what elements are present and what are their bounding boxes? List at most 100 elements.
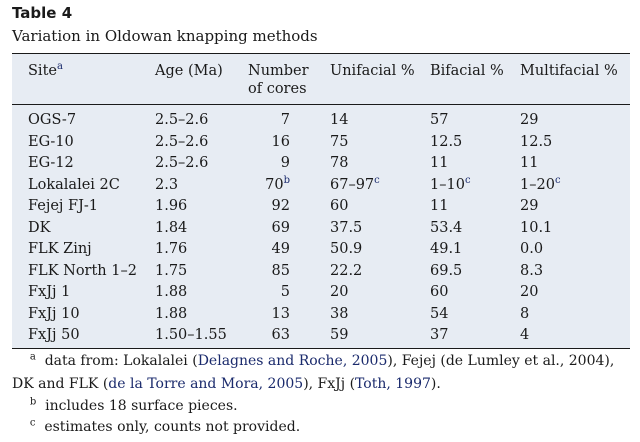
table-caption: Variation in Oldowan knapping methods (12, 27, 318, 45)
cell-age: 1.76 (155, 240, 187, 258)
cell-cores-value: 85 (271, 262, 290, 279)
cell-age: 2.3 (155, 176, 178, 194)
cell-bi-value: 37 (430, 327, 449, 343)
cell-multi-value: 8 (520, 305, 530, 322)
cell-multi: 8.3 (520, 262, 543, 280)
ref-link-delagnes[interactable]: Delagnes and Roche, 2005 (197, 353, 388, 369)
cell-uni: 37.5 (330, 219, 362, 237)
header-bifacial: Bifacial % (430, 63, 504, 79)
cell-bi-value: 1–10 (430, 176, 465, 193)
cell-uni-value: 50.9 (330, 241, 363, 257)
footnote-mark-c[interactable]: c (554, 174, 561, 186)
cell-site-value: DK (28, 219, 51, 236)
cell-site: FxJj 10 (28, 305, 80, 323)
cell-uni-value: 38 (330, 305, 349, 322)
cell-cores-value: 13 (271, 305, 290, 322)
cell-cores: 85 (248, 262, 290, 280)
cell-age-value: 1.84 (155, 219, 188, 236)
footnote-a-text5: ). (430, 376, 441, 392)
cell-uni-value: 14 (330, 112, 349, 128)
cell-multi-value: 8.3 (520, 262, 544, 279)
cell-age: 2.5–2.6 (155, 111, 208, 129)
footnote-a-text3: DK and FLK ( (12, 376, 109, 392)
cell-cores-value: 63 (271, 327, 290, 343)
footnote-a-line2: DK and FLK (de la Torre and Mora, 2005),… (12, 375, 441, 393)
cell-bi-value: 11 (430, 198, 449, 214)
cell-bi-value: 57 (430, 112, 449, 128)
footnote-mark-a[interactable]: a (56, 61, 63, 73)
cell-age: 1.75 (155, 262, 187, 280)
cell-age: 1.96 (155, 197, 187, 215)
cell-multi-value: 0.0 (520, 241, 544, 257)
cell-cores: 70b (248, 174, 290, 194)
cell-cores: 13 (248, 305, 290, 323)
cell-multi: 29 (520, 197, 538, 215)
table-label: Table 4 (12, 4, 73, 22)
cell-age-value: 1.76 (155, 241, 188, 257)
cell-cores: 7 (248, 111, 290, 129)
cell-multi: 8 (520, 305, 529, 323)
cell-cores-value: 9 (280, 155, 290, 171)
cell-bi-value: 54 (430, 305, 449, 322)
cell-uni-value: 22.2 (330, 262, 363, 279)
cell-uni: 67–97c (330, 174, 380, 194)
header-site: Sitea (28, 61, 63, 79)
cell-bi: 1–10c (430, 174, 471, 194)
cell-bi-value: 12.5 (430, 133, 463, 150)
cell-uni: 38 (330, 305, 348, 323)
cell-age: 2.5–2.6 (155, 154, 208, 172)
footnote-mark-c[interactable]: c (374, 174, 380, 186)
cell-age-value: 2.5–2.6 (155, 133, 209, 150)
cell-site: DK (28, 219, 50, 237)
cell-cores: 16 (248, 133, 290, 151)
cell-bi-value: 69.5 (430, 262, 463, 279)
cell-age: 2.5–2.6 (155, 133, 208, 151)
footnote-a-text1: data from: Lokalalei ( (44, 353, 198, 369)
cell-age: 1.50–1.55 (155, 326, 227, 344)
ref-link-toth[interactable]: Toth, 1997 (355, 376, 431, 392)
footnote-mark-b[interactable]: b (283, 174, 290, 186)
footnote-mark-c[interactable]: c (464, 174, 471, 186)
cell-age-value: 1.88 (155, 305, 188, 322)
cell-uni-value: 37.5 (330, 219, 363, 236)
footnote-a-line1: a data from: Lokalalei (Delagnes and Roc… (12, 352, 615, 370)
cell-cores-value: 49 (271, 241, 290, 257)
footnote-b-marker: b (29, 396, 37, 408)
footnote-a-text4: ), FxJj ( (303, 376, 356, 392)
footnote-a-text2: ), Fejej (de Lumley et al., 2004), (387, 353, 615, 369)
cell-site: FLK North 1–2 (28, 262, 137, 280)
cell-uni: 22.2 (330, 262, 362, 280)
cell-cores: 92 (248, 197, 290, 215)
cell-uni-value: 20 (330, 284, 349, 300)
cell-multi-value: 29 (520, 112, 539, 128)
cell-uni: 60 (330, 197, 348, 215)
cell-site-value: EG-10 (28, 133, 74, 150)
cell-site-value: Fejej FJ-1 (28, 198, 99, 214)
header-multifacial: Multifacial % (520, 63, 618, 79)
footnote-c-marker: c (29, 417, 36, 429)
cell-site-value: FLK Zinj (28, 241, 92, 257)
cell-site-value: FxJj 1 (28, 284, 71, 300)
cell-site: FxJj 50 (28, 326, 80, 344)
cell-bi: 60 (430, 283, 448, 301)
cell-cores: 69 (248, 219, 290, 237)
cell-multi-value: 4 (520, 327, 530, 343)
cell-uni-value: 78 (330, 155, 349, 171)
cell-bi: 49.1 (430, 240, 462, 258)
cell-site-value: FxJj 10 (28, 305, 80, 322)
ref-link-delatorre[interactable]: de la Torre and Mora, 2005 (108, 376, 304, 392)
cell-multi: 29 (520, 111, 538, 129)
cell-multi: 20 (520, 283, 538, 301)
cell-site-value: OGS-7 (28, 112, 77, 128)
cell-bi: 57 (430, 111, 448, 129)
cell-site-value: FxJj 50 (28, 327, 80, 343)
cell-multi-value: 1–20 (520, 176, 555, 193)
table-body-background (12, 53, 630, 349)
cell-age-value: 1.96 (155, 198, 188, 214)
cell-age-value: 2.3 (155, 176, 179, 193)
cell-bi: 53.4 (430, 219, 462, 237)
cell-site: FLK Zinj (28, 240, 92, 258)
cell-uni: 75 (330, 133, 348, 151)
cell-multi-value: 11 (520, 155, 539, 171)
